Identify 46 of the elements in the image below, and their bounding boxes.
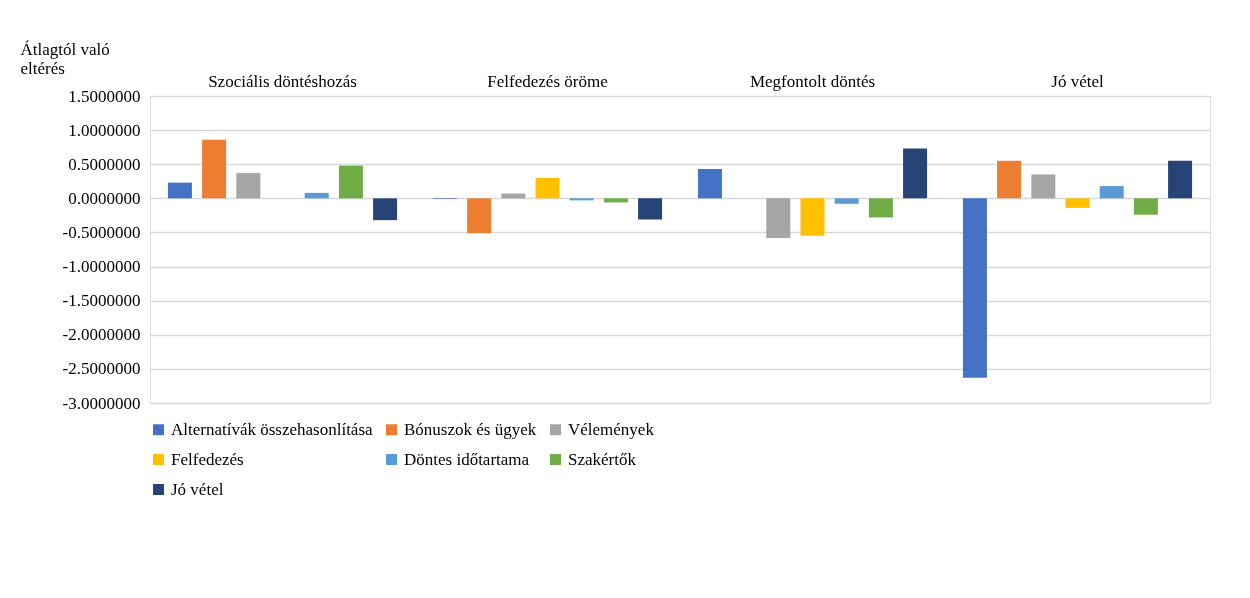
y-tick-label: 0.0000000 — [68, 188, 141, 208]
x-tick-label: Jó vétel — [1051, 71, 1104, 91]
bar — [1168, 160, 1193, 199]
x-tick-label: Megfontolt döntés — [749, 71, 876, 91]
y-tick-label: -3.0000000 — [62, 393, 141, 413]
x-tick-label: Szociális döntéshozás — [208, 71, 357, 91]
bar — [202, 139, 227, 199]
bar — [962, 198, 987, 378]
bar — [467, 198, 492, 234]
legend-label: Döntes időtartama — [404, 449, 530, 469]
legend-label: Alternatívák összehasonlítása — [171, 419, 374, 439]
legend-label: Vélemények — [568, 419, 655, 439]
bar — [1065, 198, 1090, 208]
y-tick-label: 1.5000000 — [68, 86, 141, 106]
bar — [766, 198, 791, 238]
y-tick-label: -2.0000000 — [62, 325, 141, 345]
bar — [868, 198, 893, 218]
y-tick-label: -1.0000000 — [62, 257, 141, 277]
bar — [569, 198, 594, 201]
bar — [903, 148, 928, 199]
y-tick-label: 0.5000000 — [68, 154, 141, 174]
bar — [834, 198, 859, 204]
bar — [304, 192, 329, 199]
bar — [800, 198, 825, 236]
legend-label: Bónuszok és ügyek — [404, 419, 537, 439]
bar — [338, 165, 363, 199]
legend-label: Szakértők — [568, 449, 637, 469]
bar — [697, 169, 722, 199]
bar — [236, 173, 261, 199]
legend-label: Jó vétel — [171, 479, 224, 499]
x-tick-label: Felfedezés öröme — [487, 71, 608, 91]
bar — [1133, 198, 1158, 215]
legend-label: Felfedezés — [171, 449, 244, 469]
bar — [603, 198, 628, 203]
y-tick-label: -2.5000000 — [62, 359, 141, 379]
bar — [638, 198, 663, 220]
bar — [535, 177, 560, 199]
y-tick-label: 1.0000000 — [68, 120, 141, 140]
y-tick-label: -1.5000000 — [62, 291, 141, 311]
bar — [997, 160, 1022, 199]
y-tick-label: -0.5000000 — [62, 222, 141, 242]
bar — [373, 198, 398, 221]
bar — [1031, 174, 1056, 199]
bar — [1099, 186, 1124, 199]
bar — [167, 182, 192, 199]
y-axis-title: Átlagtól való eltérés — [20, 39, 110, 78]
